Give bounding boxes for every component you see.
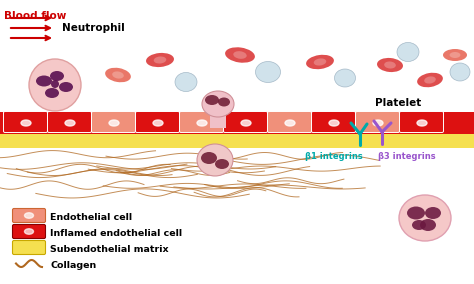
Ellipse shape	[21, 120, 31, 126]
Ellipse shape	[397, 43, 419, 62]
FancyBboxPatch shape	[136, 112, 180, 133]
Ellipse shape	[109, 120, 119, 126]
Ellipse shape	[197, 120, 207, 126]
Ellipse shape	[215, 159, 229, 169]
Ellipse shape	[175, 72, 197, 91]
Text: Inflamed endothelial cell: Inflamed endothelial cell	[50, 229, 182, 239]
FancyBboxPatch shape	[180, 112, 224, 133]
Text: Subendothelial matrix: Subendothelial matrix	[50, 245, 169, 254]
Bar	[0, 0, 474, 112]
Text: Endothelial cell: Endothelial cell	[50, 214, 132, 222]
Ellipse shape	[59, 82, 73, 92]
Ellipse shape	[373, 120, 383, 126]
Ellipse shape	[154, 57, 166, 64]
Text: Blood flow: Blood flow	[4, 11, 66, 21]
Ellipse shape	[233, 51, 246, 59]
Ellipse shape	[443, 49, 467, 61]
Ellipse shape	[112, 71, 124, 79]
FancyBboxPatch shape	[224, 112, 267, 133]
FancyBboxPatch shape	[12, 208, 46, 222]
Ellipse shape	[146, 53, 174, 67]
Text: β3 integrins: β3 integrins	[378, 152, 436, 161]
Ellipse shape	[50, 71, 64, 81]
Ellipse shape	[420, 219, 436, 231]
Ellipse shape	[25, 213, 34, 218]
Ellipse shape	[36, 76, 52, 87]
Ellipse shape	[241, 120, 251, 126]
Ellipse shape	[399, 195, 451, 241]
Ellipse shape	[417, 120, 427, 126]
Ellipse shape	[25, 229, 34, 234]
Bar	[0, 134, 474, 148]
Bar	[0, 112, 474, 134]
Ellipse shape	[314, 59, 326, 66]
FancyBboxPatch shape	[91, 112, 136, 133]
FancyBboxPatch shape	[47, 112, 91, 133]
Text: Collagen: Collagen	[50, 262, 96, 270]
Ellipse shape	[45, 88, 59, 98]
Ellipse shape	[218, 97, 230, 106]
FancyBboxPatch shape	[12, 224, 46, 239]
Ellipse shape	[450, 52, 460, 58]
Bar	[210, 114, 226, 128]
Ellipse shape	[417, 73, 443, 87]
Ellipse shape	[407, 206, 425, 220]
Ellipse shape	[51, 80, 59, 88]
Ellipse shape	[450, 63, 470, 81]
Text: Neutrophil: Neutrophil	[62, 23, 125, 33]
Ellipse shape	[205, 95, 219, 105]
Ellipse shape	[197, 144, 233, 176]
FancyBboxPatch shape	[267, 112, 311, 133]
Ellipse shape	[412, 220, 426, 230]
Ellipse shape	[384, 61, 396, 68]
FancyBboxPatch shape	[311, 112, 356, 133]
Ellipse shape	[377, 58, 403, 72]
Ellipse shape	[105, 68, 131, 82]
Ellipse shape	[29, 59, 81, 111]
Ellipse shape	[329, 120, 339, 126]
Ellipse shape	[225, 47, 255, 63]
Ellipse shape	[65, 120, 75, 126]
Text: Platelet: Platelet	[375, 98, 421, 108]
Ellipse shape	[425, 207, 441, 219]
Ellipse shape	[202, 91, 234, 117]
FancyBboxPatch shape	[12, 241, 46, 254]
Text: β1 integrins: β1 integrins	[305, 152, 363, 161]
FancyBboxPatch shape	[3, 112, 47, 133]
FancyBboxPatch shape	[400, 112, 444, 133]
FancyBboxPatch shape	[356, 112, 400, 133]
Ellipse shape	[201, 152, 217, 164]
Ellipse shape	[335, 69, 356, 87]
Ellipse shape	[424, 76, 436, 83]
Ellipse shape	[306, 55, 334, 69]
Ellipse shape	[255, 62, 281, 82]
Ellipse shape	[153, 120, 163, 126]
Ellipse shape	[285, 120, 295, 126]
